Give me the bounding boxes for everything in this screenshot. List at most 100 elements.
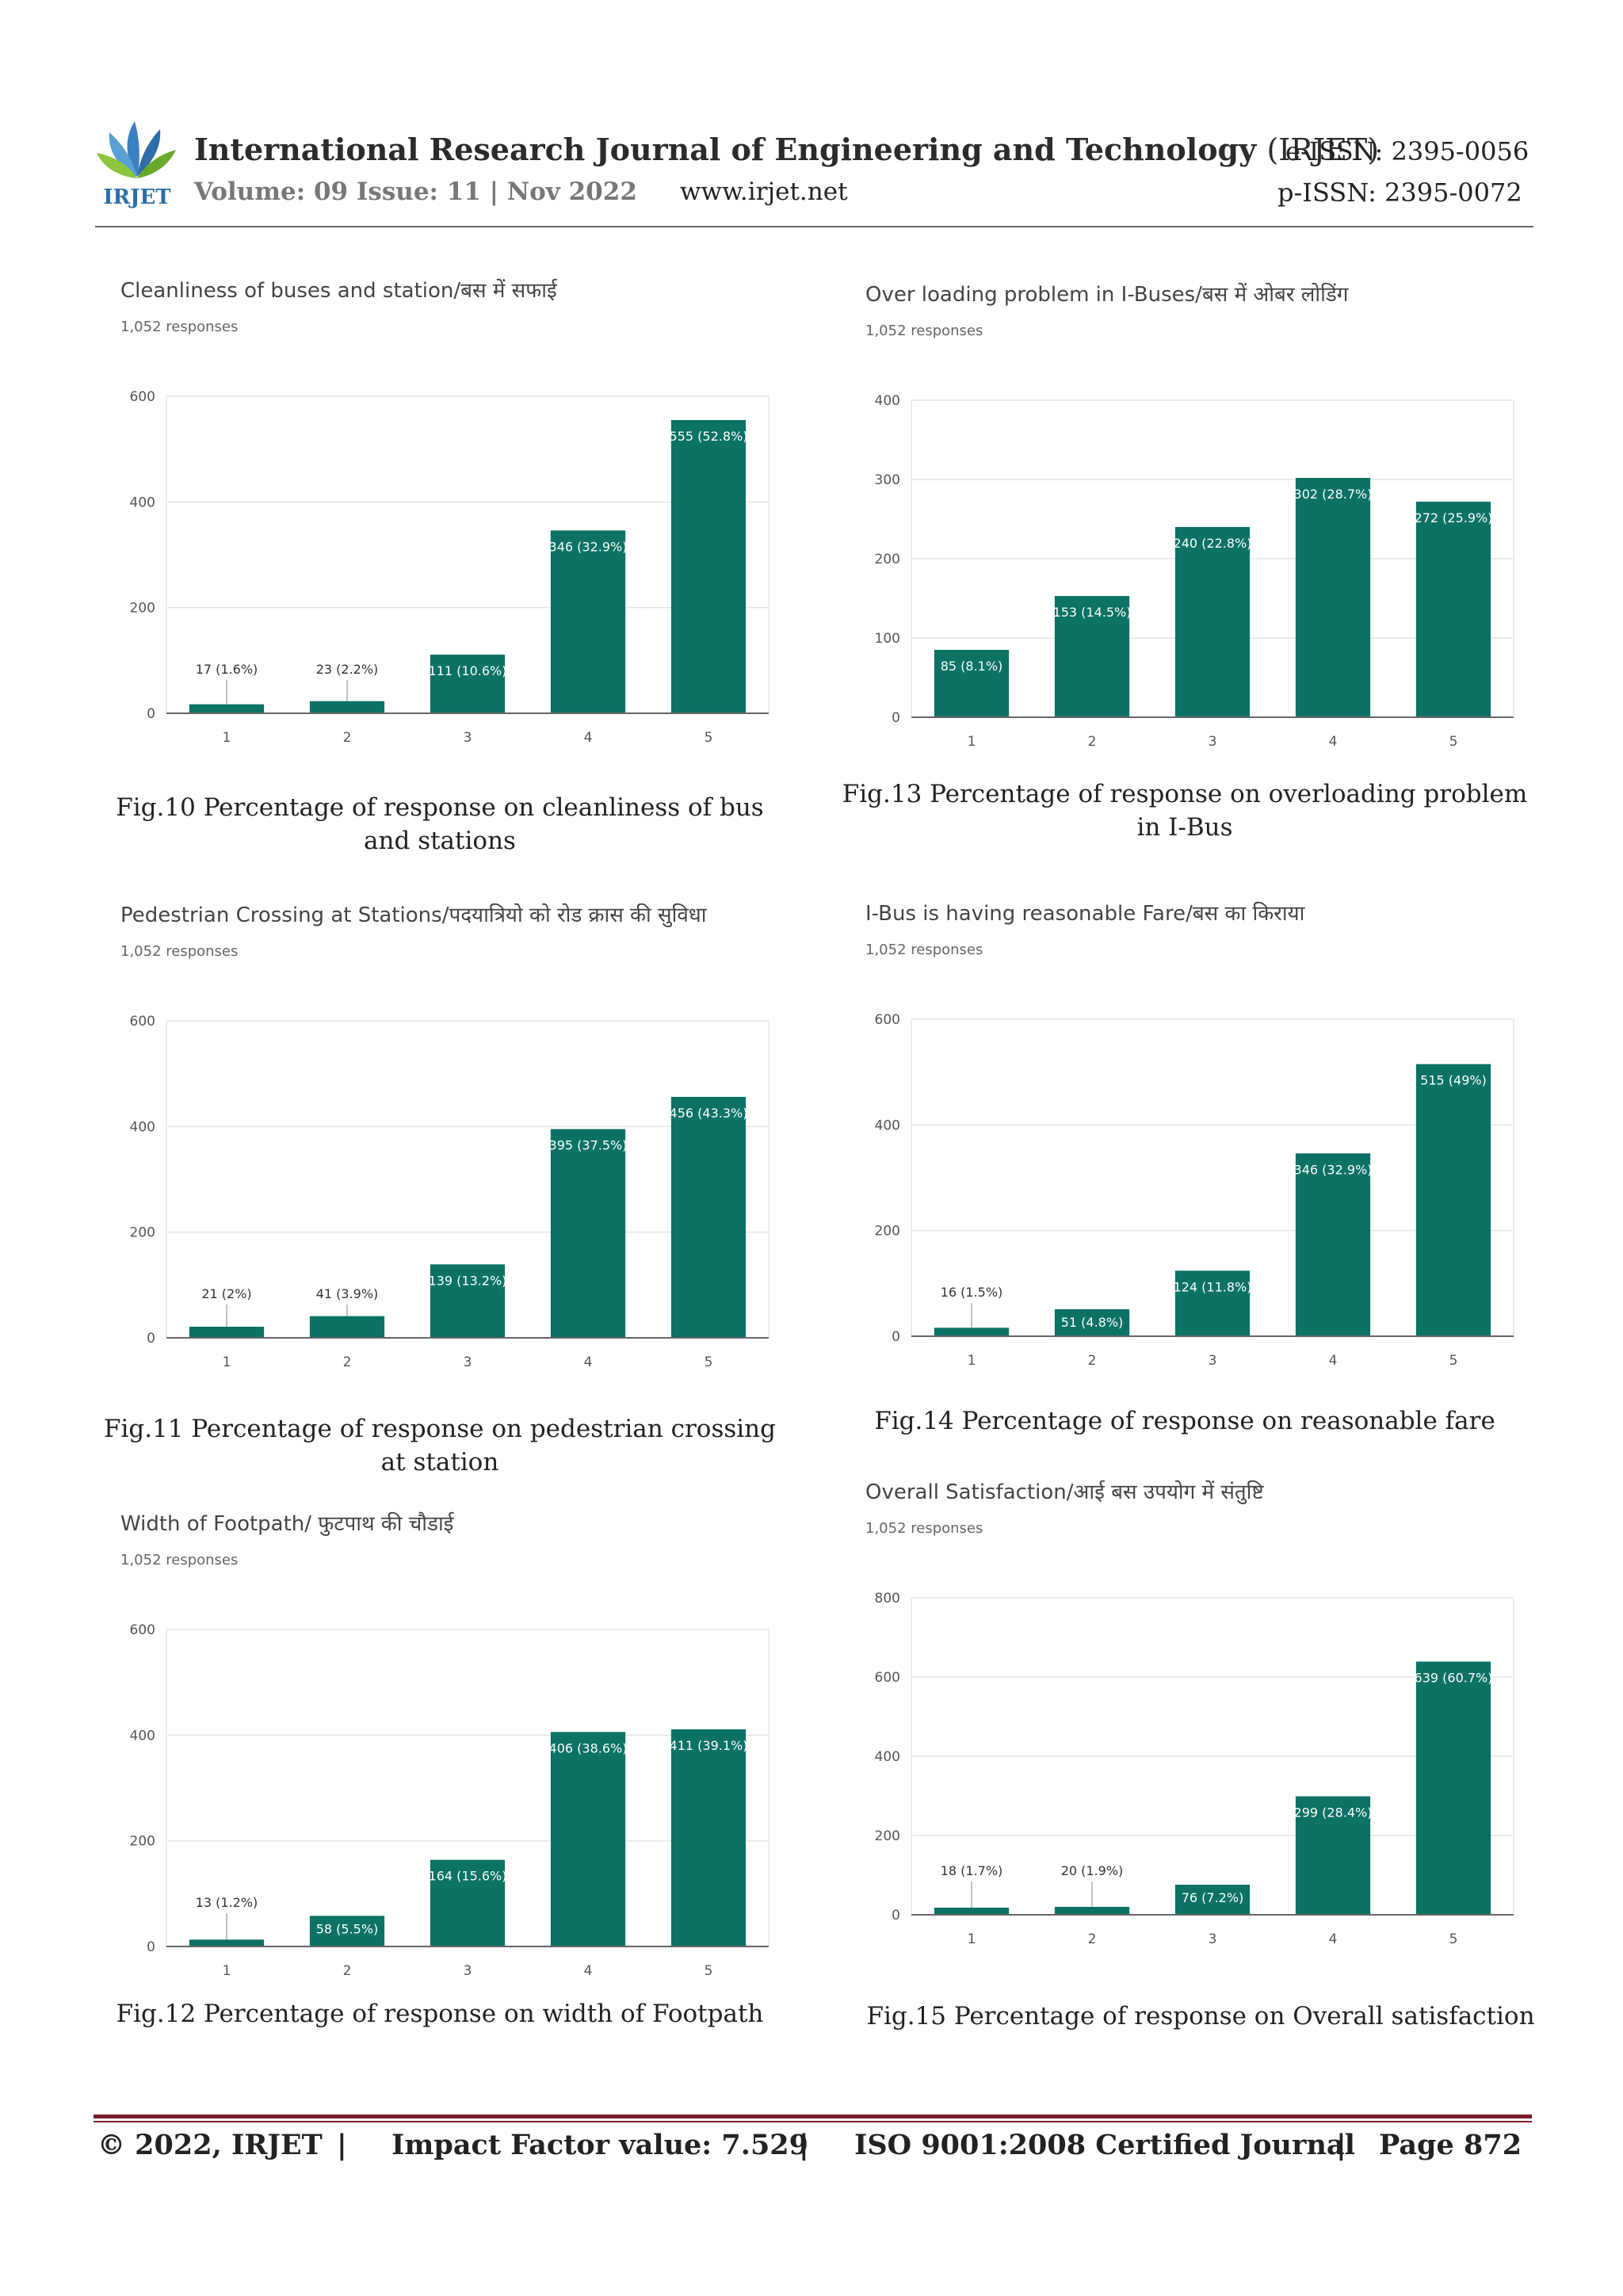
chart-subtitle: 1,052 responses [865,1520,983,1537]
y-tick-label: 300 [875,472,900,488]
x-tick-label: 2 [343,1354,352,1370]
caption-fig12: Fig.12 Percentage of response on width o… [116,2000,764,2028]
bar-data-label: 272 (25.9%) [1415,510,1493,525]
y-tick-label: 0 [147,706,155,722]
footer-impact-factor: Impact Factor value: 7.529 [391,2129,809,2161]
x-tick-label: 4 [1329,1931,1338,1947]
x-tick-label: 4 [584,1963,593,1979]
caption-fig13: Fig.13 Percentage of response on overloa… [842,780,1528,842]
bar [1295,478,1371,717]
bar [934,650,1010,717]
volume-issue: Volume: 09 Issue: 11 | Nov 2022 [194,178,637,206]
x-tick-label: 1 [968,734,976,750]
bar [550,530,626,713]
bar-data-label: 58 (5.5%) [316,1921,379,1936]
bar-data-label: 20 (1.9%) [1061,1863,1124,1878]
chart-subtitle: 1,052 responses [120,319,238,335]
x-tick-label: 1 [223,1354,231,1370]
x-tick-label: 5 [705,1354,713,1370]
y-tick-label: 600 [130,389,155,405]
bar-data-label: 555 (52.8%) [670,429,748,444]
bar [430,1859,506,1946]
y-tick-label: 400 [875,393,900,409]
bar [1415,502,1491,717]
bar [189,704,265,713]
chart-title: Overall Satisfaction/आई बस उपयोग में संत… [865,1480,1264,1504]
footer-separator: | [1336,2129,1346,2161]
bar-data-label: 41 (3.9%) [316,1286,379,1301]
bar-chart-svg: Pedestrian Crossing at Stations/पदयात्रि… [120,903,769,1370]
bar [1054,596,1130,717]
chart-title: Width of Footpath/ फुटपाथ की चौडाई [120,1511,455,1536]
bar [430,655,506,713]
bar-chart-svg: Cleanliness of buses and station/बस में … [120,278,769,746]
bar [309,701,385,713]
y-tick-label: 600 [875,1012,900,1028]
bar-data-label: 124 (11.8%) [1174,1279,1252,1294]
y-tick-label: 800 [875,1591,900,1606]
bar-data-label: 16 (1.5%) [941,1285,1003,1300]
bar-data-label: 164 (15.6%) [429,1869,507,1884]
y-tick-label: 100 [875,631,900,647]
footer-iso: ISO 9001:2008 Certified Journal [854,2129,1355,2161]
logo-text: IRJET [103,185,171,209]
y-tick-label: 400 [130,1728,155,1744]
x-tick-label: 2 [343,1963,352,1979]
bar-data-label: 346 (32.9%) [1294,1162,1373,1177]
x-tick-label: 4 [1329,734,1338,750]
irjet-logo: IRJET [97,121,176,209]
bar [309,1316,385,1338]
x-tick-label: 5 [1449,1353,1458,1369]
bar [1415,1661,1491,1915]
y-tick-label: 200 [130,1225,155,1241]
caption-fig11: Fig.11 Percentage of response on pedestr… [103,1415,776,1477]
bar-data-label: 18 (1.7%) [941,1863,1003,1878]
y-tick-label: 200 [130,1834,155,1850]
bar-chart-svg: Width of Footpath/ फुटपाथ की चौडाई 1,052 … [120,1511,769,1979]
bar-data-label: 76 (7.2%) [1182,1890,1244,1905]
page-footer: © 2022, IRJET | Impact Factor value: 7.5… [0,2129,1623,2176]
x-tick-label: 4 [584,1354,593,1370]
bar-data-label: 411 (39.1%) [670,1738,748,1753]
x-tick-label: 1 [223,1963,231,1979]
bar [1174,1885,1251,1915]
bar [934,1328,1010,1336]
x-tick-label: 3 [464,1963,472,1979]
y-tick-label: 400 [130,495,155,510]
footer-divider-thick [94,2115,1532,2118]
bar [309,1916,385,1946]
footer-separator: | [337,2129,347,2161]
x-tick-label: 3 [464,730,472,746]
chart-fig14: I-Bus is having reasonable Fare/बस का कि… [848,892,1522,1384]
bar-data-label: 395 (37.5%) [549,1138,628,1153]
bar-data-label: 111 (10.6%) [429,663,507,678]
bar-data-label: 139 (13.2%) [429,1273,507,1288]
bar-data-label: 299 (28.4%) [1294,1805,1373,1820]
chart-title: Over loading problem in I-Buses/बस में ओ… [865,282,1349,307]
y-tick-label: 0 [892,1329,900,1345]
bar-data-label: 346 (32.9%) [549,539,628,554]
eissn: e-ISSN: 2395-0056 [1285,136,1529,166]
chart-title: Cleanliness of buses and station/बस में … [120,278,558,303]
y-tick-label: 200 [130,601,155,617]
x-tick-label: 4 [1329,1353,1338,1369]
chart-fig10: Cleanliness of buses and station/बस में … [103,269,777,761]
chart-title: Pedestrian Crossing at Stations/पदयात्रि… [120,903,708,927]
bar-data-label: 302 (28.7%) [1294,487,1373,502]
bar-data-label: 240 (22.8%) [1174,536,1252,551]
bar [670,420,747,713]
y-tick-label: 400 [875,1749,900,1765]
bar [1415,1064,1491,1336]
bar-data-label: 17 (1.6%) [196,662,258,677]
x-tick-label: 3 [464,1354,472,1370]
x-tick-label: 3 [1209,1353,1217,1369]
y-tick-label: 600 [130,1622,155,1638]
chart-fig11: Pedestrian Crossing at Stations/पदयात्रि… [103,894,777,1385]
chart-title: I-Bus is having reasonable Fare/बस का कि… [865,901,1306,926]
bar-data-label: 85 (8.1%) [941,659,1003,674]
chart-subtitle: 1,052 responses [865,323,983,339]
x-tick-label: 1 [968,1931,976,1947]
bar [189,1939,265,1946]
website-link[interactable]: www.irjet.net [680,178,848,206]
bar [1054,1309,1130,1336]
